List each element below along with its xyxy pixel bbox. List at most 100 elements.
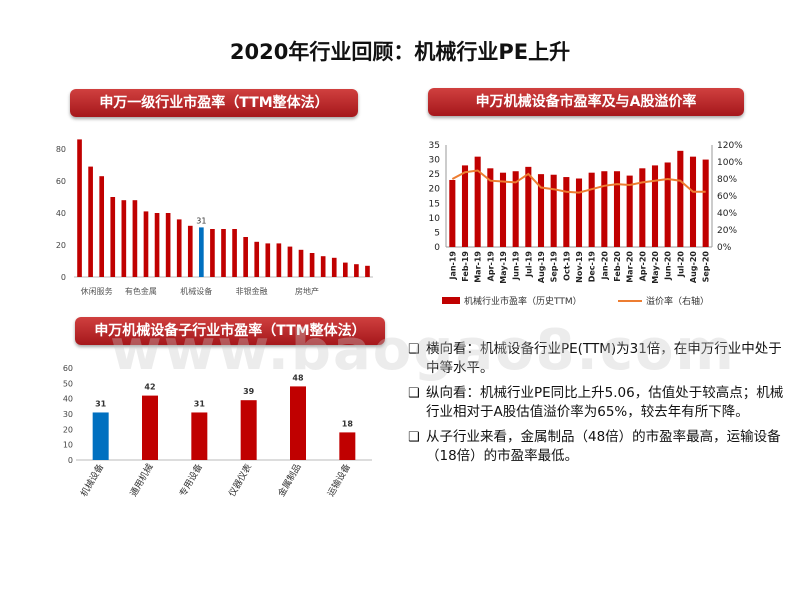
data-label: 31 — [95, 399, 107, 408]
bar — [232, 229, 237, 277]
data-label: 31 — [196, 216, 206, 225]
subsector-pe-chart: 0 10 20 30 40 50 60 31 机械设备 42 通用机械 31 专用设备 39 仪器仪表 48 金… — [63, 364, 372, 499]
left-y-tick-label: 35 — [429, 141, 440, 151]
bar — [499, 172, 507, 247]
x-tick-label: Feb-19 — [461, 251, 470, 282]
bar — [563, 177, 570, 247]
bar — [298, 249, 304, 277]
x-tick-label: May-20 — [651, 251, 660, 284]
subsector-pe-panel-title: 申万机械设备子行业市盈率（TTM整体法） — [75, 317, 385, 345]
x-tick-label: 非银金融 — [236, 286, 268, 296]
bar — [110, 197, 116, 277]
right-y-tick-label: 40% — [717, 209, 737, 219]
bar — [240, 400, 257, 460]
x-tick-label: 有色金属 — [125, 286, 157, 296]
bar — [461, 165, 469, 247]
right-y-tick-label: 60% — [717, 192, 737, 202]
right-y-tick-label: 120% — [717, 141, 743, 151]
bar — [354, 264, 359, 277]
bar — [320, 256, 326, 277]
machinery-pe-panel-title: 申万机械设备市盈率及与A股溢价率 — [428, 88, 744, 116]
data-label: 31 — [194, 399, 206, 408]
checkbox-icon: ❑ — [408, 430, 420, 445]
bar — [265, 243, 271, 277]
bar — [342, 262, 348, 277]
bar — [626, 175, 633, 247]
y-tick-label: 60 — [56, 177, 66, 186]
left-y-tick-label: 25 — [429, 170, 440, 180]
bar — [132, 200, 138, 277]
legend-label-premium: 溢价率（右轴） — [646, 295, 709, 307]
checkbox-icon: ❑ — [408, 386, 420, 401]
data-label: 18 — [342, 419, 354, 428]
x-tick-label: Feb-20 — [613, 251, 622, 282]
y-tick-label: 60 — [63, 364, 73, 373]
industry-pe-panel-title: 申万一级行业市盈率（TTM整体法） — [70, 89, 358, 117]
checkbox-icon: ❑ — [408, 342, 420, 357]
y-tick-label: 20 — [56, 241, 66, 250]
left-y-tick-label: 5 — [434, 228, 440, 238]
bullet-text: 纵向看：机械行业PE同比上升5.06，估值处于较高点；机械行业相对于A股估值溢价… — [426, 385, 784, 420]
bar — [187, 225, 193, 277]
y-tick-label: 0 — [61, 273, 66, 282]
x-tick-label: Jul-19 — [524, 251, 533, 278]
right-y-tick-label: 80% — [717, 175, 737, 185]
bar — [588, 172, 595, 247]
bar — [99, 176, 105, 277]
bar — [677, 150, 684, 247]
industry-pe-chart: 0 20 40 60 80 31 休闲服务 有色金属 机械设备 非银金融 房地产 — [56, 139, 373, 296]
left-y-tick-label: 15 — [429, 199, 440, 209]
x-tick-label: Jul-20 — [676, 251, 685, 278]
bar — [331, 257, 337, 277]
legend-label-pe: 机械行业市盈率（历史TTM） — [464, 295, 582, 307]
x-tick-label: Nov-19 — [575, 251, 584, 283]
right-y-tick-label: 100% — [717, 158, 743, 168]
bar — [639, 168, 646, 247]
bar — [243, 237, 248, 277]
bar — [575, 178, 583, 247]
bullet-list: ❑ 横向看：机械设备行业PE(TTM)为31倍，在申万行业中处于中等水平。 ❑ … — [408, 340, 788, 472]
x-tick-label: Apr-19 — [486, 251, 495, 282]
bar — [143, 211, 149, 277]
bar — [309, 253, 315, 277]
bar — [191, 412, 208, 460]
x-tick-label: 仪器仪表 — [226, 462, 254, 499]
bar — [92, 412, 109, 460]
y-tick-label: 40 — [63, 395, 73, 404]
x-tick-label: Apr-20 — [638, 251, 647, 282]
x-tick-label: Mar-20 — [626, 251, 635, 283]
bullet-text: 从子行业来看，金属制品（48倍）的市盈率最高，运输设备（18倍）的市盈率最低。 — [426, 429, 781, 464]
x-tick-label: Jan-19 — [448, 251, 457, 281]
bar — [487, 168, 494, 247]
left-y-tick-label: 0 — [434, 243, 440, 253]
bar — [121, 200, 127, 277]
page-title: 2020年行业回顾：机械行业PE上升 — [229, 40, 571, 64]
right-y-tick-label: 0% — [717, 243, 732, 253]
bullet-text: 横向看：机械设备行业PE(TTM)为31倍，在申万行业中处于中等水平。 — [426, 341, 782, 376]
y-tick-label: 40 — [56, 209, 66, 218]
bullet-item: ❑ 纵向看：机械行业PE同比上升5.06，估值处于较高点；机械行业相对于A股估值… — [408, 384, 788, 422]
bar — [154, 213, 160, 277]
x-tick-label: 机械设备 — [78, 462, 106, 499]
y-tick-label: 20 — [63, 425, 73, 434]
bar — [176, 219, 182, 277]
bar — [664, 162, 671, 247]
y-tick-label: 30 — [63, 410, 73, 419]
bar — [77, 139, 82, 277]
bar — [525, 166, 532, 247]
bar — [221, 229, 226, 277]
x-tick-label: Jan-20 — [600, 251, 609, 281]
data-label: 42 — [144, 383, 155, 392]
x-tick-label: Sep-19 — [550, 251, 559, 283]
premium-line — [451, 169, 706, 194]
right-y-tick-label: 20% — [717, 226, 737, 236]
y-tick-label: 10 — [63, 441, 73, 450]
x-tick-label: Jun-19 — [512, 251, 521, 281]
left-y-tick-label: 20 — [429, 185, 441, 195]
x-tick-label: May-19 — [499, 251, 508, 284]
left-y-tick-label: 30 — [429, 156, 441, 166]
machinery-pe-premium-chart: 0 5 10 15 20 25 30 35 0% 20% 40% 60% 80% 100% 120% Jan-… — [429, 141, 744, 307]
data-label: 39 — [243, 387, 255, 396]
x-tick-label: 机械设备 — [180, 286, 212, 296]
x-tick-label: 运输设备 — [325, 462, 353, 499]
